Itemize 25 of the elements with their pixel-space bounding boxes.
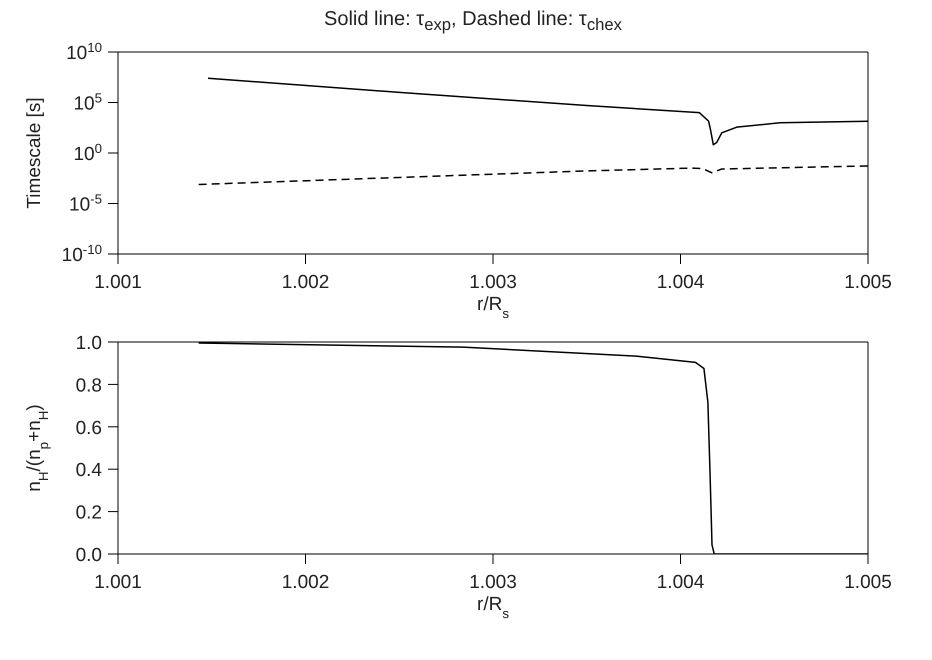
y-tick-label: 10$^{0}$: [73, 140, 102, 165]
y-tick-label: 1.0: [76, 333, 102, 354]
x-axis-title: r/R$_{s}$: [477, 294, 510, 320]
y-tick-label: 0.0: [76, 545, 102, 566]
y-tick-label: 10$^{-5}$: [69, 191, 102, 216]
y-tick-label: 0.4: [76, 460, 102, 482]
y-tick-label: 10$^{-10}$: [62, 242, 102, 266]
x-tick-label: 1.002: [282, 272, 330, 293]
chart-title: Solid line: τ$_{exp}$, Dashed line: τ$_{chex}$: [323, 8, 623, 34]
x-tick-label: 1.001: [94, 572, 142, 593]
y-tick-label: 0.2: [76, 502, 102, 524]
x-tick-label: 1.003: [469, 572, 517, 593]
y-axis-title: Timescale [s]: [24, 97, 45, 209]
y-tick-label: 0.8: [76, 375, 102, 396]
y-tick-label: 0.6: [76, 418, 102, 439]
x-tick-label: 1.004: [656, 272, 705, 293]
y-tick-label: 10$^{5}$: [73, 90, 102, 114]
x-tick-label: 1.001: [94, 272, 142, 293]
x-tick-label: 1.005: [844, 272, 892, 293]
x-axis-title: r/R$_{s}$: [477, 594, 510, 620]
x-tick-label: 1.003: [469, 272, 517, 293]
x-tick-label: 1.002: [282, 572, 330, 593]
x-tick-label: 1.004: [656, 572, 705, 593]
y-tick-label: 10$^{10}$: [66, 40, 102, 64]
x-tick-label: 1.005: [844, 572, 892, 593]
